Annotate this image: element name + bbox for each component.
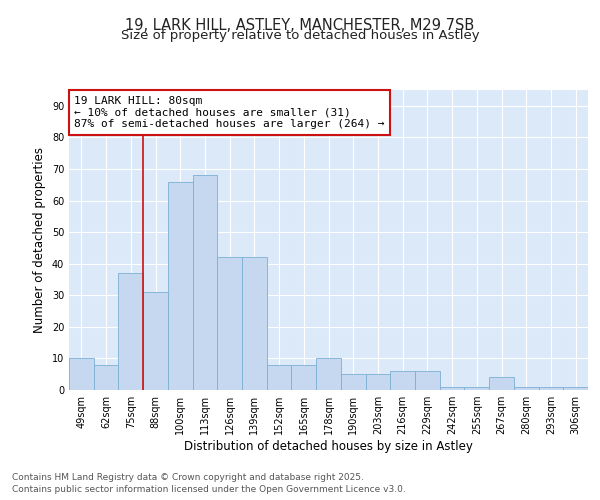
Bar bbox=[440, 387, 464, 390]
Bar bbox=[217, 258, 242, 390]
Bar bbox=[539, 387, 563, 390]
Text: Size of property relative to detached houses in Astley: Size of property relative to detached ho… bbox=[121, 29, 479, 42]
Bar bbox=[94, 364, 118, 390]
Bar bbox=[415, 371, 440, 390]
Bar bbox=[143, 292, 168, 390]
Bar bbox=[563, 387, 588, 390]
Bar bbox=[168, 182, 193, 390]
Bar bbox=[489, 378, 514, 390]
Y-axis label: Number of detached properties: Number of detached properties bbox=[33, 147, 46, 333]
Bar bbox=[464, 387, 489, 390]
X-axis label: Distribution of detached houses by size in Astley: Distribution of detached houses by size … bbox=[184, 440, 473, 453]
Bar bbox=[242, 258, 267, 390]
Bar bbox=[193, 176, 217, 390]
Text: 19 LARK HILL: 80sqm
← 10% of detached houses are smaller (31)
87% of semi-detach: 19 LARK HILL: 80sqm ← 10% of detached ho… bbox=[74, 96, 385, 129]
Bar bbox=[316, 358, 341, 390]
Bar bbox=[365, 374, 390, 390]
Text: Contains HM Land Registry data © Crown copyright and database right 2025.
Contai: Contains HM Land Registry data © Crown c… bbox=[12, 472, 406, 494]
Bar bbox=[341, 374, 365, 390]
Bar bbox=[292, 364, 316, 390]
Bar bbox=[514, 387, 539, 390]
Bar bbox=[69, 358, 94, 390]
Bar bbox=[390, 371, 415, 390]
Bar bbox=[118, 273, 143, 390]
Bar bbox=[267, 364, 292, 390]
Text: 19, LARK HILL, ASTLEY, MANCHESTER, M29 7SB: 19, LARK HILL, ASTLEY, MANCHESTER, M29 7… bbox=[125, 18, 475, 32]
